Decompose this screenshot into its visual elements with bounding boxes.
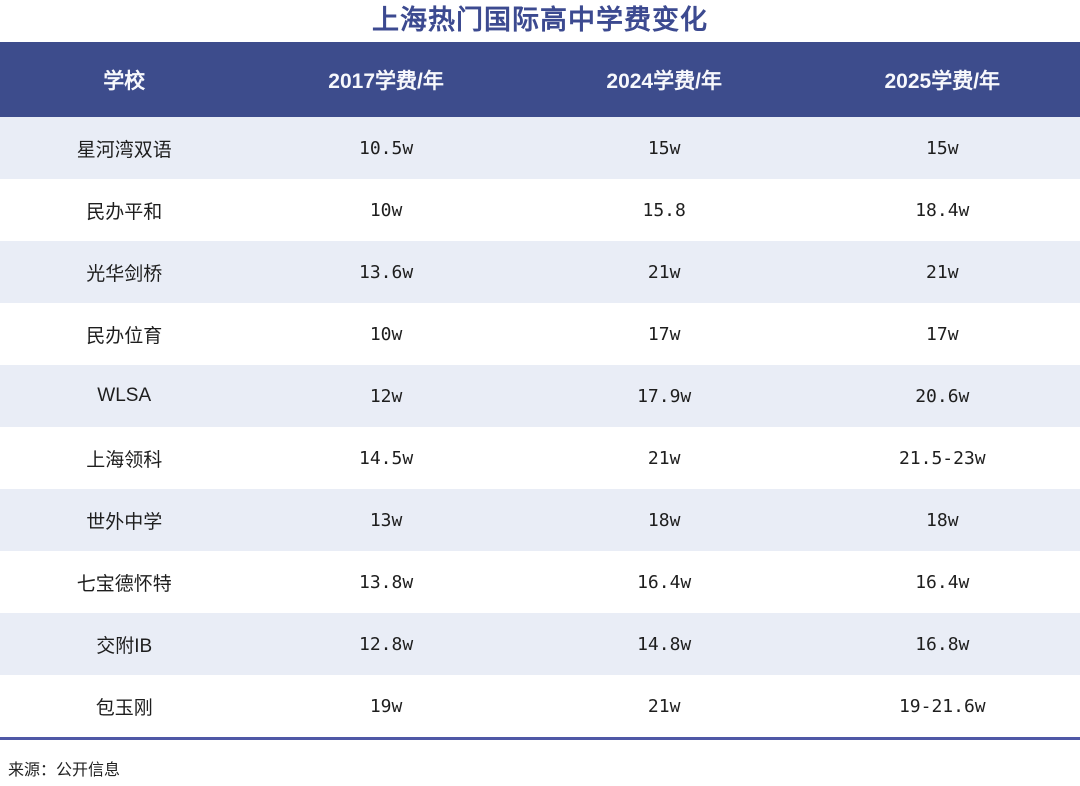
fee-2017-cell: 12w — [369, 385, 403, 407]
school-name-cell: 七宝德怀特 — [76, 573, 172, 595]
school-name-cell: 星河湾双语 — [76, 139, 172, 161]
fee-2017-cell: 10w — [369, 199, 403, 221]
table-row: 交附IB 12.8w 14.8w 16.8w — [0, 613, 1080, 675]
column-header-2025-fee: 2025学费/年 — [804, 42, 1080, 117]
tuition-table: 学校 2017学费/年 2024学费/年 2025学费/年 星河湾双语 10.5… — [0, 42, 1080, 737]
page-title: 上海热门国际高中学费变化 — [372, 5, 708, 35]
table-row: WLSA 12w 17.9w 20.6w — [0, 365, 1080, 427]
fee-2024-cell: 21w — [647, 447, 681, 469]
school-name-cell: 民办平和 — [86, 201, 163, 223]
fee-2025-cell: 16.8w — [915, 633, 970, 655]
school-name-cell: 交附IB — [96, 635, 153, 657]
fee-2025-cell: 19-21.6w — [898, 695, 986, 717]
fee-2024-cell: 21w — [647, 261, 681, 283]
fee-2024-cell: 17w — [647, 323, 681, 345]
fee-2017-cell: 14.5w — [358, 447, 414, 469]
school-name-cell: 世外中学 — [86, 511, 163, 533]
fee-2024-cell: 15.8 — [642, 199, 686, 221]
fee-2025-cell: 21w — [926, 261, 959, 283]
table-row: 上海领科 14.5w 21w 21.5-23w — [0, 427, 1080, 489]
fee-2025-cell: 15w — [926, 137, 959, 159]
table-row: 世外中学 13w 18w 18w — [0, 489, 1080, 551]
column-header-school: 学校 — [0, 42, 249, 117]
bottom-rule — [0, 737, 1080, 740]
fee-2024-cell: 18w — [647, 509, 681, 531]
fee-2025-cell: 21.5-23w — [898, 447, 986, 469]
fee-2025-cell: 17w — [926, 323, 959, 345]
school-name-cell: 上海领科 — [86, 449, 163, 471]
fee-2017-cell: 19w — [369, 695, 403, 717]
fee-2024-cell: 21w — [647, 695, 681, 717]
fee-2017-cell: 13.8w — [358, 571, 414, 593]
school-name-cell: 包玉刚 — [95, 697, 153, 719]
table-row: 光华剑桥 13.6w 21w 21w — [0, 241, 1080, 303]
fee-2017-cell: 13.6w — [358, 261, 414, 283]
table-row: 民办平和 10w 15.8 18.4w — [0, 179, 1080, 241]
school-name-cell: 光华剑桥 — [86, 263, 163, 285]
school-name-cell: WLSA — [97, 385, 152, 406]
fee-2017-cell: 10w — [369, 323, 403, 345]
table-row: 民办位育 10w 17w 17w — [0, 303, 1080, 365]
table-row: 七宝德怀特 13.8w 16.4w 16.4w — [0, 551, 1080, 613]
fee-2017-cell: 10.5w — [358, 137, 414, 159]
school-name-cell: 民办位育 — [86, 325, 163, 347]
column-header-2024-fee: 2024学费/年 — [523, 42, 805, 117]
fee-2025-cell: 20.6w — [915, 385, 970, 407]
fee-2024-cell: 17.9w — [637, 385, 692, 407]
fee-2024-cell: 16.4w — [637, 571, 692, 593]
fee-2025-cell: 16.4w — [915, 571, 970, 593]
fee-2017-cell: 12.8w — [358, 633, 414, 655]
column-header-2017-fee: 2017学费/年 — [248, 42, 524, 117]
fee-2024-cell: 14.8w — [637, 633, 692, 655]
fee-2017-cell: 13w — [369, 509, 403, 531]
table-row: 星河湾双语 10.5w 15w 15w — [0, 117, 1080, 179]
source-note: 来源：公开信息 — [8, 762, 121, 779]
fee-2024-cell: 15w — [647, 137, 681, 159]
fee-2025-cell: 18w — [926, 509, 959, 531]
fee-2025-cell: 18.4w — [915, 199, 970, 221]
table-row: 包玉刚 19w 21w 19-21.6w — [0, 675, 1080, 737]
header-row: 学校 2017学费/年 2024学费/年 2025学费/年 — [0, 42, 1080, 117]
